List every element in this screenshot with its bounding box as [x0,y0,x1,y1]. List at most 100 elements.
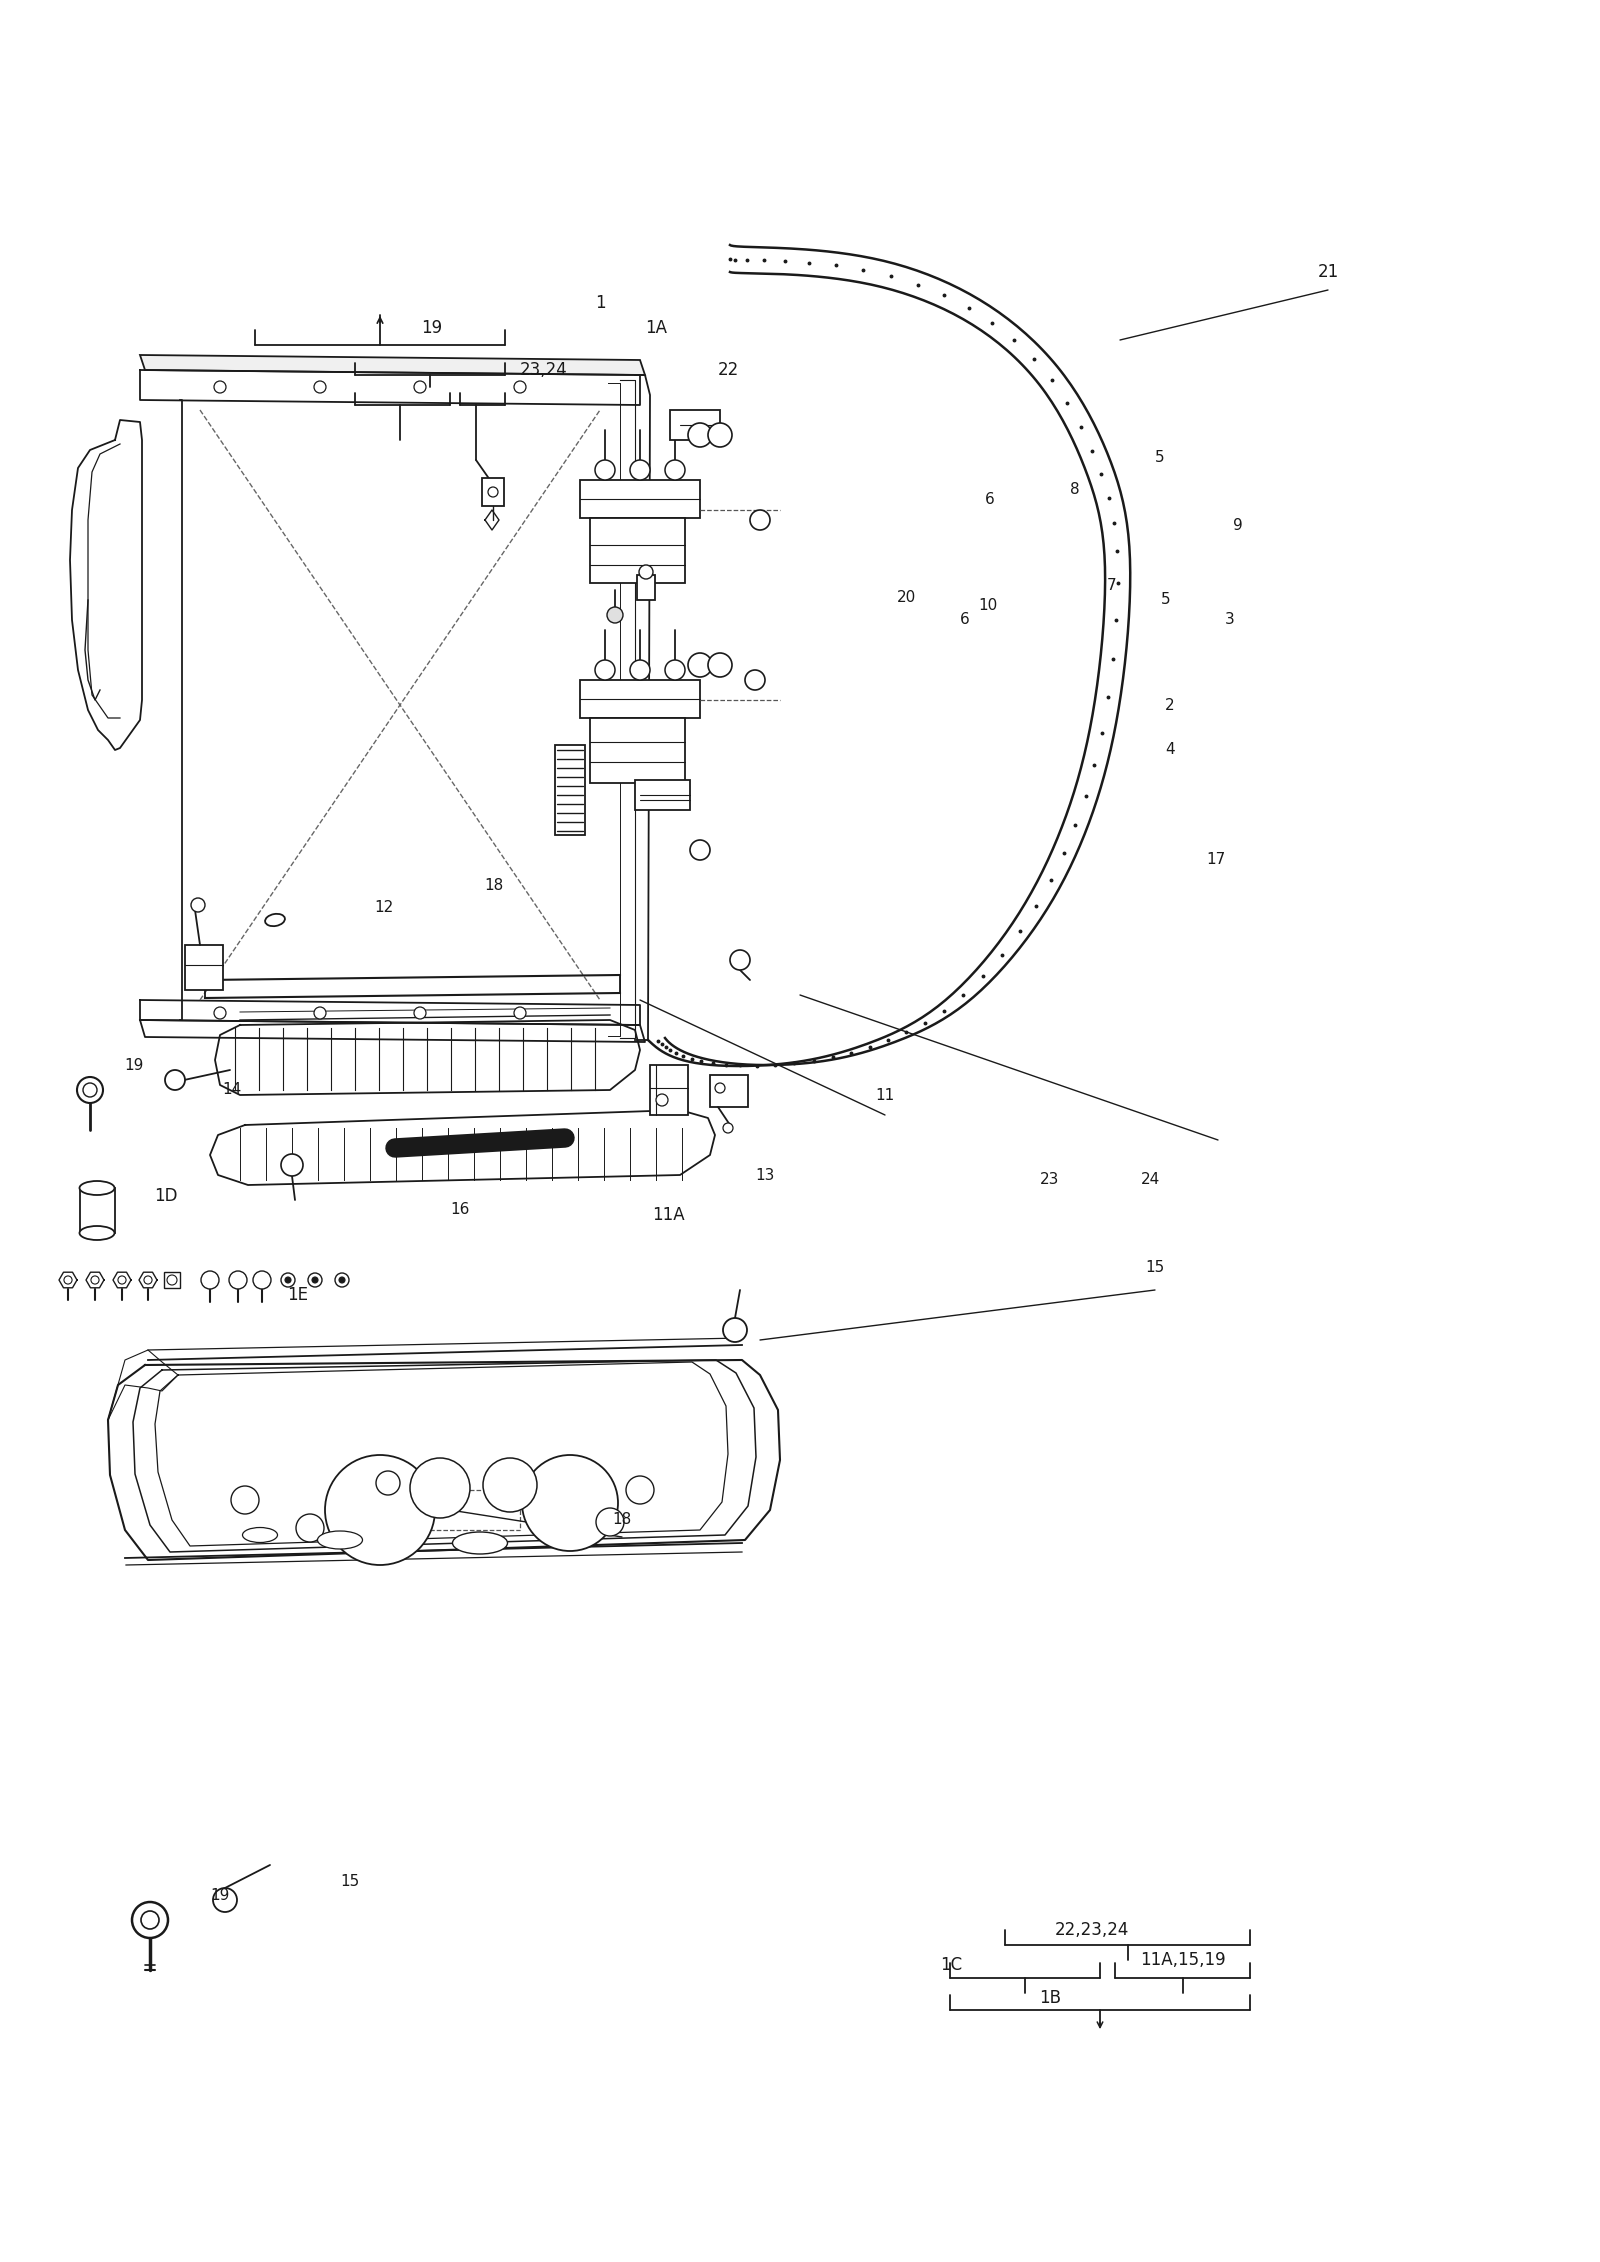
Circle shape [730,950,750,970]
Bar [590,518,685,584]
Circle shape [626,1477,654,1504]
Circle shape [118,1276,126,1285]
Text: 13: 13 [755,1167,774,1183]
Text: 1E: 1E [288,1287,309,1303]
Circle shape [166,1276,178,1285]
Circle shape [334,1274,349,1287]
Circle shape [214,380,226,394]
Text: 18: 18 [485,878,504,893]
Circle shape [213,1889,237,1911]
Text: 5: 5 [1155,450,1165,466]
Ellipse shape [317,1531,363,1549]
Bar [670,409,720,441]
Ellipse shape [453,1531,507,1554]
Circle shape [488,486,498,498]
Text: 15: 15 [1146,1260,1165,1276]
Circle shape [522,1454,618,1552]
Circle shape [64,1276,72,1285]
Text: 1D: 1D [154,1188,178,1206]
Text: 7: 7 [1107,577,1117,593]
Text: 18: 18 [613,1513,632,1527]
Text: 22,23,24: 22,23,24 [1054,1920,1130,1939]
Circle shape [376,1470,400,1495]
Circle shape [414,1007,426,1018]
Circle shape [630,459,650,480]
Bar [579,681,701,717]
Text: 6: 6 [960,613,970,627]
Bar [637,575,654,599]
Circle shape [77,1077,102,1104]
Text: 23,24: 23,24 [520,362,568,380]
Circle shape [214,1007,226,1018]
Bar [579,480,701,518]
Circle shape [202,1271,219,1289]
Circle shape [707,423,733,448]
Bar [165,1271,179,1287]
Circle shape [314,1007,326,1018]
Circle shape [746,670,765,690]
Text: 22: 22 [717,362,739,380]
Circle shape [707,654,733,676]
Text: 9: 9 [1234,518,1243,532]
Circle shape [285,1278,291,1283]
Circle shape [410,1459,470,1518]
Circle shape [414,380,426,394]
Circle shape [91,1276,99,1285]
Text: 20: 20 [896,590,915,606]
Circle shape [229,1271,246,1289]
Bar [710,1074,749,1106]
Text: 1A: 1A [645,319,667,337]
Circle shape [606,606,622,622]
Text: 2: 2 [1165,697,1174,713]
Circle shape [144,1276,152,1285]
Ellipse shape [80,1181,115,1194]
Circle shape [750,509,770,529]
Text: 11A: 11A [651,1206,685,1224]
Circle shape [282,1274,294,1287]
Text: 4: 4 [1165,742,1174,758]
Circle shape [688,423,712,448]
Text: 6: 6 [986,493,995,507]
Text: 1C: 1C [939,1957,962,1975]
Bar [590,717,685,783]
Circle shape [630,661,650,681]
Circle shape [165,1070,186,1090]
Circle shape [253,1271,270,1289]
Text: 11: 11 [875,1088,894,1102]
Text: 14: 14 [222,1083,242,1097]
Text: 17: 17 [1206,853,1226,869]
Circle shape [595,459,614,480]
Bar [80,1188,115,1233]
Bar [482,477,504,507]
Text: 24: 24 [1141,1172,1160,1188]
Text: 3: 3 [1226,613,1235,627]
Circle shape [638,566,653,579]
Circle shape [339,1278,346,1283]
Circle shape [312,1278,318,1283]
Text: 5: 5 [1162,593,1171,608]
Circle shape [307,1274,322,1287]
Circle shape [715,1083,725,1093]
Bar [650,1065,688,1115]
Circle shape [282,1154,302,1176]
Polygon shape [141,355,645,375]
Circle shape [296,1513,323,1543]
Text: 19: 19 [125,1059,144,1074]
Circle shape [690,839,710,860]
Circle shape [666,661,685,681]
Circle shape [595,661,614,681]
Circle shape [514,1007,526,1018]
Circle shape [131,1902,168,1939]
Circle shape [325,1454,435,1565]
Ellipse shape [243,1527,277,1543]
Ellipse shape [266,914,285,925]
Circle shape [83,1083,98,1097]
Circle shape [656,1095,669,1106]
Text: 15: 15 [341,1875,360,1889]
Circle shape [688,654,712,676]
Bar [186,946,222,991]
Text: 1: 1 [595,294,605,312]
Circle shape [595,1509,624,1536]
Text: 11A,15,19: 11A,15,19 [1141,1952,1226,1968]
Circle shape [723,1319,747,1341]
